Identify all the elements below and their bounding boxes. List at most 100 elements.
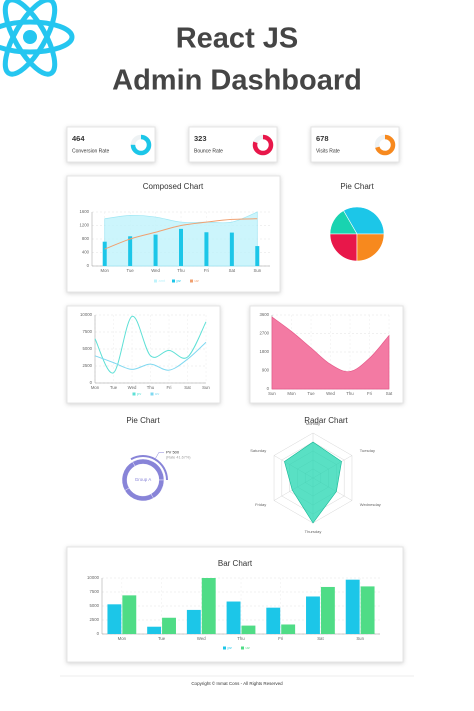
- radar-axis-label: Tuesday: [360, 448, 375, 453]
- stat-label: Conversion Rate: [72, 148, 109, 154]
- stat-value: 323: [194, 134, 207, 143]
- stat-ring: [252, 134, 274, 156]
- bar: [345, 579, 360, 634]
- chart-title: Pie Chart: [126, 416, 160, 425]
- y-tick-label: 2500: [82, 363, 92, 368]
- stat-value: 464: [72, 134, 85, 143]
- legend-swatch: [172, 279, 175, 283]
- y-tick-label: 1200: [79, 223, 89, 228]
- y-tick-label: 0: [267, 386, 270, 391]
- x-tick-label: Sat: [317, 636, 324, 641]
- donut-slice: [150, 479, 165, 499]
- x-tick-label: Sat: [184, 385, 191, 390]
- x-tick-label: Mon: [101, 268, 110, 273]
- x-tick-label: Thu: [147, 385, 155, 390]
- bar: [360, 586, 375, 634]
- x-tick-label: Mon: [91, 385, 100, 390]
- bar: [186, 609, 201, 634]
- stat-card: [188, 126, 278, 163]
- bar: [281, 624, 296, 634]
- x-tick-label: Sun: [356, 636, 364, 641]
- x-tick-label: Fri: [367, 391, 372, 396]
- bar: [266, 607, 281, 634]
- line: [94, 341, 207, 371]
- legend-swatch: [154, 279, 157, 283]
- title-line: Admin Dashboard: [112, 65, 362, 97]
- y-tick-label: 2500: [89, 617, 99, 622]
- bar: [201, 578, 216, 634]
- y-tick-label: 0: [90, 380, 93, 385]
- y-tick-label: 400: [82, 250, 90, 255]
- x-tick-label: Tue: [110, 385, 118, 390]
- x-tick-label: Sat: [386, 391, 393, 396]
- footer: Copyright © Inmat Cons - All Rights Rese…: [191, 680, 283, 686]
- y-tick-label: 2700: [259, 331, 269, 336]
- annotation: (Rate 41.67%): [166, 455, 191, 459]
- x-tick-label: Wed: [128, 385, 137, 390]
- y-tick-label: 3600: [259, 312, 269, 317]
- y-tick-label: 800: [82, 236, 90, 241]
- chart-title: Radar Chart: [304, 416, 348, 425]
- card: [66, 305, 221, 404]
- bar: [179, 228, 183, 266]
- x-tick-label: Tue: [127, 268, 135, 273]
- bar: [241, 625, 256, 634]
- stat-card: [310, 126, 400, 163]
- legend-label: pv: [137, 391, 141, 396]
- y-tick-label: 0: [87, 263, 90, 268]
- bar: [153, 234, 158, 266]
- legend-label: pv: [177, 278, 181, 283]
- legend-swatch: [241, 646, 244, 650]
- x-tick-label: Thu: [346, 391, 354, 396]
- stat-card: [66, 126, 156, 163]
- pie-slice: [329, 233, 358, 262]
- react-logo: [0, 0, 75, 77]
- logo-orbit: [2, 0, 58, 77]
- legend-swatch: [132, 392, 136, 396]
- pie-slice: [343, 206, 385, 235]
- radar-axis-label: Thursday: [305, 529, 322, 534]
- radar-axis-label: Wednesday: [360, 502, 381, 507]
- bar: [107, 604, 122, 634]
- legend-label: pv: [228, 645, 232, 650]
- bar: [122, 595, 137, 634]
- radar-area: [284, 441, 342, 524]
- logo-orbit: [2, 0, 58, 77]
- stat-label: Visits Rate: [316, 148, 340, 154]
- radar-axis-label: Saturday: [250, 448, 266, 453]
- legend-swatch: [190, 279, 193, 283]
- y-tick-label: 1600: [79, 209, 89, 214]
- donut-slice: [124, 487, 154, 502]
- x-tick-label: Wed: [197, 636, 206, 641]
- x-tick-label: Mon: [287, 391, 296, 396]
- chart-title: Composed Chart: [143, 182, 204, 191]
- pie-slice: [356, 233, 385, 262]
- x-tick-label: Sun: [253, 268, 261, 273]
- legend-label: uv: [155, 391, 159, 396]
- bar: [162, 617, 176, 634]
- stat-ring: [130, 134, 152, 156]
- bar: [128, 236, 133, 266]
- y-tick-label: 5000: [89, 603, 99, 608]
- x-tick-label: Thu: [177, 268, 185, 273]
- x-tick-label: Tue: [158, 636, 166, 641]
- x-tick-label: Wed: [326, 391, 335, 396]
- bar: [102, 241, 107, 266]
- y-tick-label: 0: [97, 631, 100, 636]
- legend-swatch: [223, 646, 226, 650]
- x-tick-label: Mon: [118, 636, 127, 641]
- logo-orbit: [0, 19, 75, 55]
- bar: [204, 232, 209, 266]
- bar: [229, 232, 234, 266]
- y-tick-label: 7500: [89, 589, 99, 594]
- legend-label: amt: [159, 278, 167, 283]
- y-tick-label: 10000: [87, 575, 100, 580]
- stat-label: Bounce Rate: [194, 148, 223, 154]
- x-tick-label: Fri: [166, 385, 171, 390]
- callout: [155, 452, 164, 459]
- annotation: PV 500: [166, 449, 180, 454]
- x-tick-label: Sun: [268, 391, 276, 396]
- x-tick-label: Sat: [229, 268, 236, 273]
